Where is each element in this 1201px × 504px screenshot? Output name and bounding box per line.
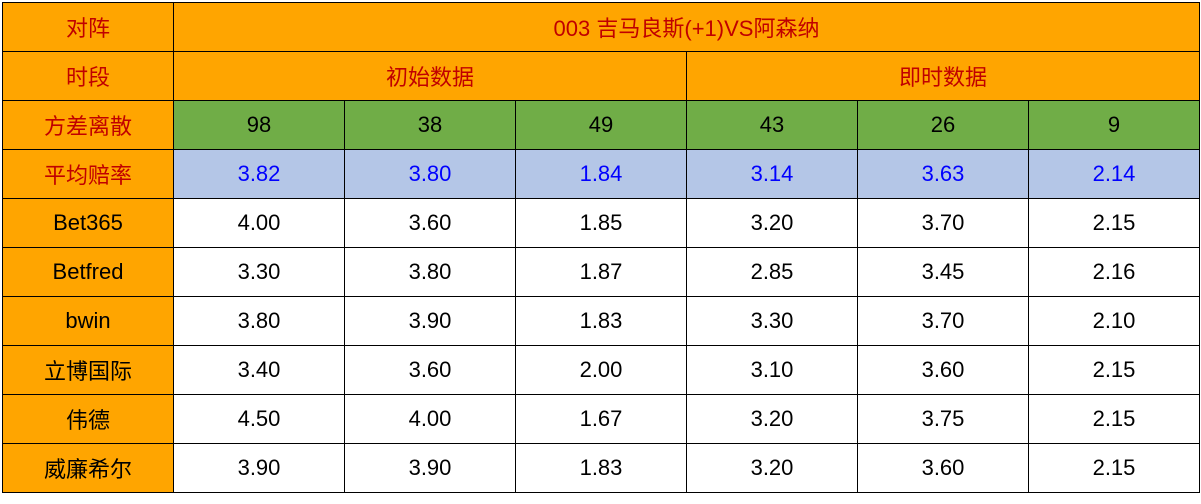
bookmaker-name: Bet365	[3, 199, 174, 248]
match-row: 对阵 003 吉马良斯(+1)VS阿森纳	[3, 3, 1200, 52]
match-label: 对阵	[3, 3, 174, 52]
average-cell: 3.80	[345, 150, 516, 199]
average-row: 平均赔率 3.82 3.80 1.84 3.14 3.63 2.14	[3, 150, 1200, 199]
odds-cell: 1.67	[516, 395, 687, 444]
odds-cell: 3.10	[687, 346, 858, 395]
bookmaker-row: bwin3.803.901.833.303.702.10	[3, 297, 1200, 346]
odds-cell: 2.85	[687, 248, 858, 297]
average-cell: 3.63	[858, 150, 1029, 199]
odds-cell: 3.60	[858, 444, 1029, 493]
bookmaker-name: 威廉希尔	[3, 444, 174, 493]
bookmaker-row: 威廉希尔3.903.901.833.203.602.15	[3, 444, 1200, 493]
odds-cell: 3.75	[858, 395, 1029, 444]
bookmaker-name: 立博国际	[3, 346, 174, 395]
variance-cell: 43	[687, 101, 858, 150]
bookmaker-name: Betfred	[3, 248, 174, 297]
odds-cell: 3.20	[687, 199, 858, 248]
variance-cell: 98	[174, 101, 345, 150]
average-cell: 2.14	[1029, 150, 1200, 199]
average-cell: 3.14	[687, 150, 858, 199]
odds-cell: 2.10	[1029, 297, 1200, 346]
odds-cell: 3.80	[174, 297, 345, 346]
bookmaker-row: 立博国际3.403.602.003.103.602.15	[3, 346, 1200, 395]
odds-table: 对阵 003 吉马良斯(+1)VS阿森纳 时段 初始数据 即时数据 方差离散 9…	[2, 2, 1200, 493]
match-title: 003 吉马良斯(+1)VS阿森纳	[174, 3, 1200, 52]
odds-cell: 4.00	[345, 395, 516, 444]
odds-cell: 4.50	[174, 395, 345, 444]
odds-cell: 1.87	[516, 248, 687, 297]
variance-cell: 38	[345, 101, 516, 150]
variance-row: 方差离散 98 38 49 43 26 9	[3, 101, 1200, 150]
odds-cell: 3.60	[345, 199, 516, 248]
odds-cell: 2.15	[1029, 346, 1200, 395]
variance-cell: 49	[516, 101, 687, 150]
live-header: 即时数据	[687, 52, 1200, 101]
average-label: 平均赔率	[3, 150, 174, 199]
odds-cell: 3.90	[174, 444, 345, 493]
odds-cell: 3.70	[858, 297, 1029, 346]
odds-cell: 2.16	[1029, 248, 1200, 297]
odds-cell: 1.85	[516, 199, 687, 248]
odds-cell: 1.83	[516, 297, 687, 346]
odds-cell: 3.30	[687, 297, 858, 346]
odds-cell: 2.00	[516, 346, 687, 395]
initial-header: 初始数据	[174, 52, 687, 101]
bookmaker-name: bwin	[3, 297, 174, 346]
odds-cell: 2.15	[1029, 444, 1200, 493]
odds-cell: 3.20	[687, 444, 858, 493]
average-cell: 1.84	[516, 150, 687, 199]
variance-cell: 26	[858, 101, 1029, 150]
odds-cell: 3.90	[345, 297, 516, 346]
period-label: 时段	[3, 52, 174, 101]
odds-cell: 2.15	[1029, 199, 1200, 248]
bookmaker-row: Bet3654.003.601.853.203.702.15	[3, 199, 1200, 248]
odds-cell: 3.70	[858, 199, 1029, 248]
odds-cell: 2.15	[1029, 395, 1200, 444]
variance-label: 方差离散	[3, 101, 174, 150]
variance-cell: 9	[1029, 101, 1200, 150]
odds-cell: 3.60	[345, 346, 516, 395]
odds-cell: 3.30	[174, 248, 345, 297]
bookmaker-row: Betfred3.303.801.872.853.452.16	[3, 248, 1200, 297]
bookmaker-row: 伟德4.504.001.673.203.752.15	[3, 395, 1200, 444]
odds-cell: 3.80	[345, 248, 516, 297]
odds-cell: 3.60	[858, 346, 1029, 395]
bookmaker-name: 伟德	[3, 395, 174, 444]
odds-cell: 3.20	[687, 395, 858, 444]
odds-cell: 3.90	[345, 444, 516, 493]
odds-cell: 3.45	[858, 248, 1029, 297]
odds-cell: 1.83	[516, 444, 687, 493]
average-cell: 3.82	[174, 150, 345, 199]
odds-cell: 4.00	[174, 199, 345, 248]
period-row: 时段 初始数据 即时数据	[3, 52, 1200, 101]
odds-cell: 3.40	[174, 346, 345, 395]
